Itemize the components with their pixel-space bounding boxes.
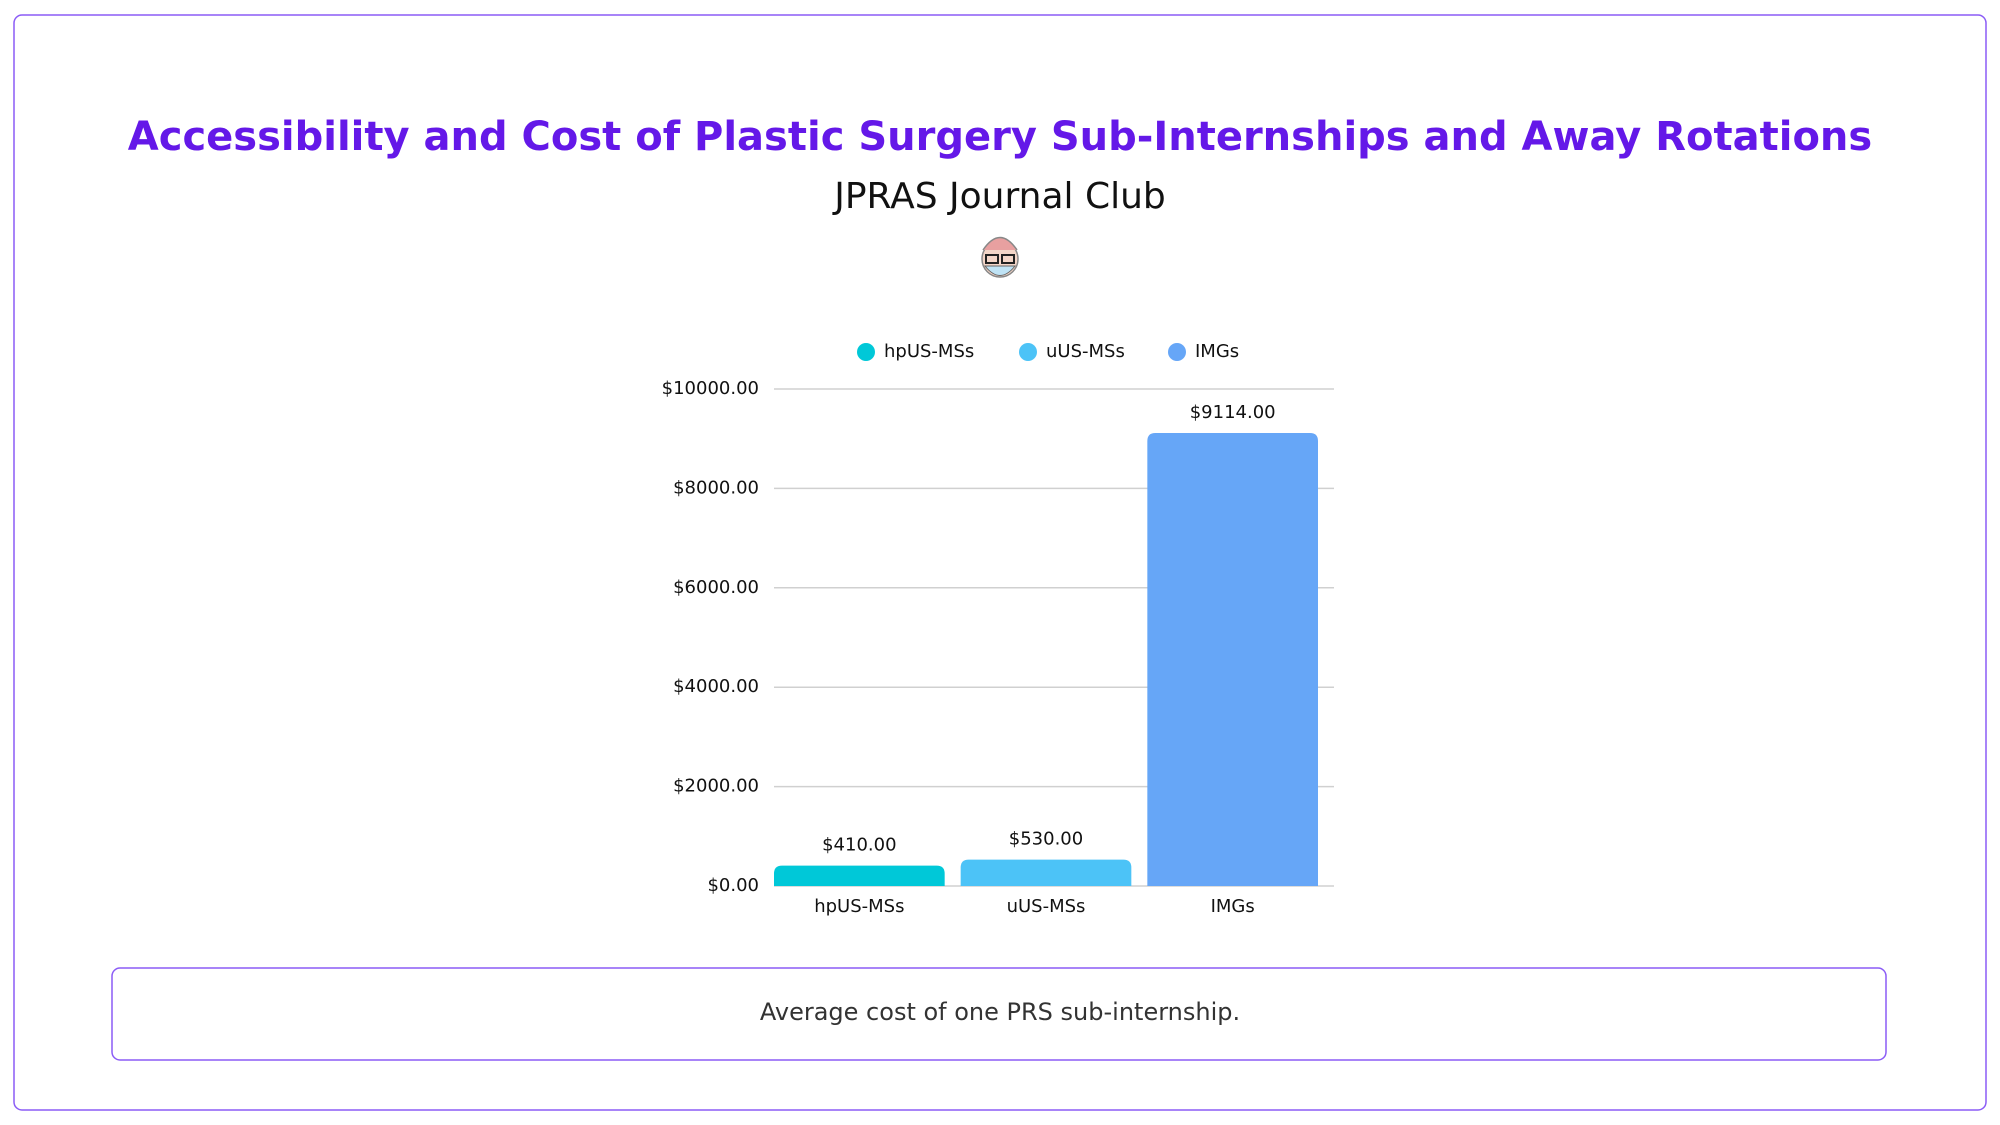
bar xyxy=(774,865,945,886)
legend-marker xyxy=(1168,343,1186,361)
value-label: $530.00 xyxy=(1009,829,1083,850)
y-tick-label: $2000.00 xyxy=(673,776,759,797)
caption-box xyxy=(111,967,1887,1061)
x-tick-label: hpUS-MSs xyxy=(814,896,904,917)
y-tick-label: $4000.00 xyxy=(673,676,759,697)
y-tick-label: $8000.00 xyxy=(673,477,759,498)
y-tick-label: $6000.00 xyxy=(673,577,759,598)
value-label: $410.00 xyxy=(822,835,896,856)
frame xyxy=(13,14,1987,1111)
legend-marker xyxy=(1019,343,1037,361)
legend-label: hpUS-MSs xyxy=(884,341,974,362)
legend-marker xyxy=(857,343,875,361)
avatar xyxy=(981,236,1019,278)
legend-label: uUS-MSs xyxy=(1046,341,1125,362)
caption: Average cost of one PRS sub-internship. xyxy=(760,998,1240,1026)
y-tick-label: $10000.00 xyxy=(662,378,759,399)
chart-subtitle: JPRAS Journal Club xyxy=(832,176,1166,217)
legend-label: IMGs xyxy=(1195,341,1239,362)
y-tick-label: $0.00 xyxy=(707,875,759,896)
bar xyxy=(960,859,1132,886)
x-tick-label: IMGs xyxy=(1211,896,1255,917)
x-tick-label: uUS-MSs xyxy=(1007,896,1086,917)
value-label: $9114.00 xyxy=(1190,402,1276,423)
bar xyxy=(1147,433,1318,886)
chart-title: Accessibility and Cost of Plastic Surger… xyxy=(128,114,1872,160)
